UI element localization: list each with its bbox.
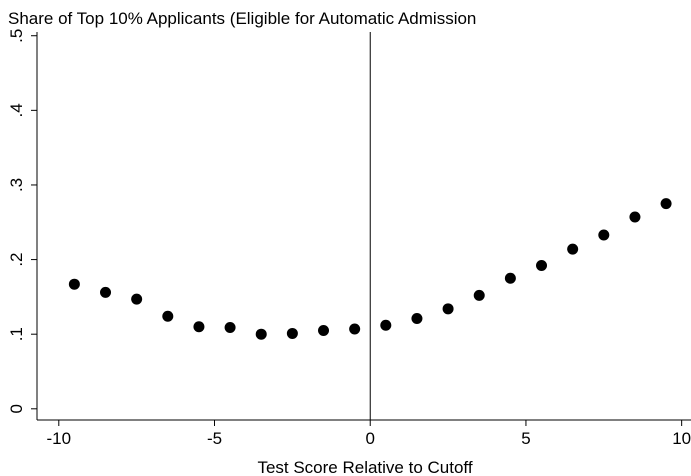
x-tick-label: 10 [672, 429, 691, 448]
data-point [473, 289, 485, 301]
y-tick-label: .3 [7, 178, 26, 192]
data-point [629, 211, 641, 223]
data-point [255, 328, 267, 340]
plot-area: 0 .1 .2 .3 .4 .5 -10 -5 0 5 10 [7, 29, 691, 448]
data-point [567, 243, 579, 255]
data-point [660, 198, 672, 210]
data-point [286, 327, 298, 339]
data-point [100, 286, 112, 298]
y-tick-label: 0 [7, 404, 26, 413]
data-point [504, 272, 516, 284]
data-point [349, 323, 361, 335]
data-point [598, 229, 610, 241]
y-tick-label: .1 [7, 327, 26, 341]
data-point [380, 319, 392, 331]
data-point [162, 310, 174, 322]
x-tick-label: 5 [521, 429, 530, 448]
y-tick-label: .5 [7, 29, 26, 43]
x-ticks: -10 -5 0 5 10 [47, 420, 691, 448]
x-tick-label: 0 [365, 429, 374, 448]
data-point [442, 303, 454, 315]
x-tick-label: -10 [47, 429, 72, 448]
chart-title: Share of Top 10% Applicants (Eligible fo… [8, 9, 476, 28]
data-point [224, 321, 236, 333]
x-tick-label: -5 [207, 429, 222, 448]
data-point [131, 293, 143, 305]
data-point [318, 324, 330, 336]
y-tick-label: .2 [7, 252, 26, 266]
data-point [411, 313, 423, 325]
data-point [193, 321, 205, 333]
y-ticks: 0 .1 .2 .3 .4 .5 [7, 29, 37, 414]
y-tick-label: .4 [7, 103, 26, 117]
data-point [536, 260, 548, 272]
data-points [68, 198, 672, 340]
x-axis-title: Test Score Relative to Cutoff [257, 458, 472, 476]
data-point [68, 278, 80, 290]
